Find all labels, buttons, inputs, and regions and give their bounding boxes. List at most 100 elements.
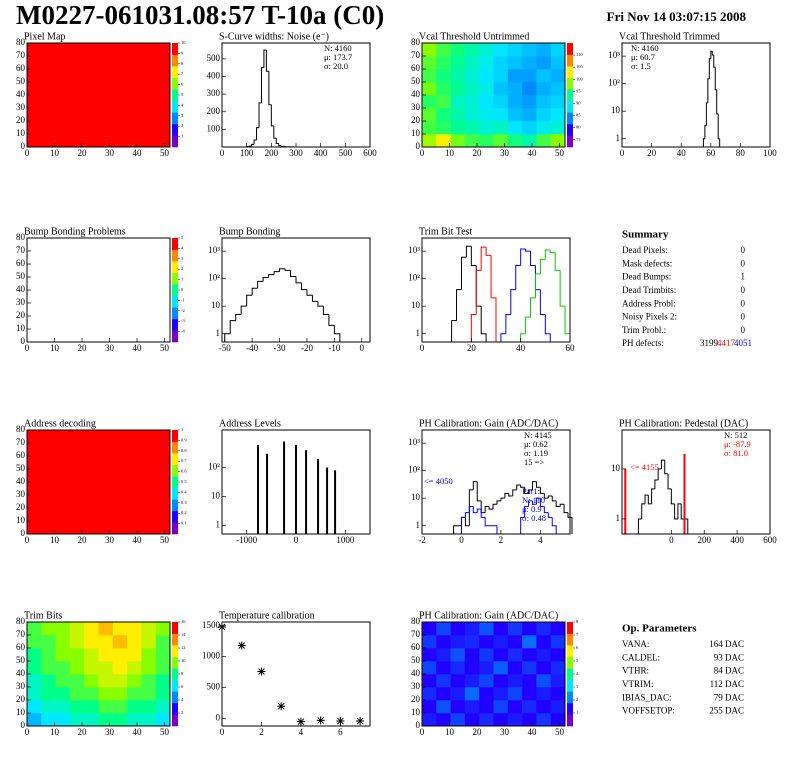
x-tick-label: 10 — [50, 535, 60, 545]
histogram-bin — [637, 518, 642, 534]
histogram-bin — [559, 270, 566, 307]
histogram-bin — [492, 503, 497, 510]
summary-value: 0 — [741, 312, 746, 322]
heatmap-cell — [493, 82, 509, 96]
x-tick-label: 40 — [528, 727, 538, 737]
histogram-bin — [647, 495, 652, 505]
stats-box — [720, 431, 768, 461]
histogram-bin — [544, 314, 551, 342]
spike — [257, 445, 260, 534]
histogram-bin — [268, 274, 275, 278]
heatmap-cell — [436, 69, 451, 83]
y-tick-label: 10 — [611, 105, 621, 115]
histogram-bin — [490, 255, 497, 342]
histogram-bin — [290, 270, 296, 277]
colorbar-label: 2 — [181, 710, 183, 715]
x-tick-label: 0 — [420, 148, 425, 158]
histogram-bin — [684, 518, 689, 534]
x-tick-label: 0 — [220, 727, 225, 737]
histogram-bin — [464, 517, 470, 527]
y-tick-label: 60 — [16, 642, 26, 652]
stats-line: μ: -87.9 — [724, 439, 751, 449]
heatmap-cell — [436, 121, 451, 135]
y-tick-label: 10² — [408, 273, 420, 283]
histogram-bin — [470, 246, 477, 267]
heatmap-cell — [493, 687, 509, 701]
heatmap-cell — [422, 134, 437, 148]
colorbar-label: 80 — [576, 125, 581, 130]
heatmap-cell — [27, 43, 171, 148]
y-tick-label: 80 — [16, 616, 26, 626]
y-tick-label: 10² — [208, 273, 220, 283]
heatmap-cell — [436, 674, 451, 688]
heatmap-cell — [550, 713, 566, 727]
x-tick-label: -2 — [418, 535, 426, 545]
heatmap-cell — [84, 713, 99, 727]
histogram-bin — [651, 488, 655, 504]
colorbar-label: 5 — [576, 658, 579, 663]
heatmap-cell — [155, 700, 171, 714]
annotation: <= 4050 — [424, 476, 453, 486]
histogram-bin — [539, 498, 545, 507]
page-title: M0227-061031.08:57 T-10a (C0) — [16, 0, 384, 30]
histogram-bin — [275, 138, 279, 144]
heatmap-cell — [536, 687, 551, 701]
colorbar-label: 6 — [181, 82, 184, 87]
panel-title: Temperature calibration — [219, 610, 315, 621]
histogram-bin — [475, 269, 482, 315]
histogram-bin — [708, 58, 711, 79]
histogram-bin — [460, 516, 466, 534]
colorbar-segment — [172, 714, 178, 727]
histogram-bin — [551, 517, 557, 534]
heatmap-cell — [522, 56, 537, 70]
heatmap-cell — [84, 648, 99, 662]
x-tick-label: 0 — [294, 535, 299, 545]
y-tick-label: 40 — [16, 668, 26, 678]
heatmap-cell — [127, 648, 142, 662]
x-tick-label: 0 — [25, 148, 30, 158]
heatmap-cell — [436, 635, 451, 649]
heatmap-cell — [550, 134, 566, 148]
x-tick-label: 20 — [647, 148, 657, 158]
annotation: Par1: — [522, 486, 540, 496]
heatmap-cell — [41, 635, 56, 649]
histogram-bin — [544, 249, 551, 260]
spike — [326, 467, 329, 534]
scatter-point — [336, 717, 345, 726]
heatmap-cell — [141, 622, 156, 636]
colorbar-label: 8 — [181, 61, 184, 66]
heatmap-cell — [464, 82, 480, 96]
y-tick-label: 40 — [411, 668, 421, 678]
heatmap-cell — [84, 622, 99, 636]
y-tick-label: 10² — [608, 78, 620, 88]
heatmap-cell — [479, 674, 494, 688]
colorbar-segment — [172, 261, 178, 273]
x-tick-label: 60 — [706, 148, 716, 158]
heatmap-cell — [479, 134, 494, 148]
x-tick-label: -20 — [301, 343, 313, 353]
x-tick-label: 200 — [265, 148, 279, 158]
histogram-bin — [476, 481, 482, 502]
histogram-bin — [306, 289, 313, 296]
x-tick-label: 10 — [50, 343, 60, 353]
y-tick-label: 50 — [16, 271, 26, 281]
colorbar-label: 0.5 — [181, 479, 187, 484]
heatmap-cell — [450, 108, 466, 122]
histogram-bin — [480, 509, 486, 518]
colorbar-label: 5 — [181, 235, 184, 240]
histogram-bin — [657, 468, 662, 481]
heatmap-cell — [550, 635, 566, 649]
heatmap-cell — [127, 713, 142, 727]
y-tick-label: 80 — [16, 232, 26, 242]
y-tick-label: 10 — [16, 515, 26, 525]
heatmap-cell — [479, 622, 494, 636]
histogram-bin — [300, 282, 307, 291]
colorbar-segment — [172, 622, 178, 634]
histogram-bin — [284, 268, 291, 271]
histogram-bin — [539, 258, 546, 274]
y-tick-label: 10² — [408, 465, 420, 475]
colorbar-label: 4 — [576, 671, 579, 676]
heatmap-cell — [536, 121, 551, 135]
heatmap-cell — [422, 82, 437, 96]
